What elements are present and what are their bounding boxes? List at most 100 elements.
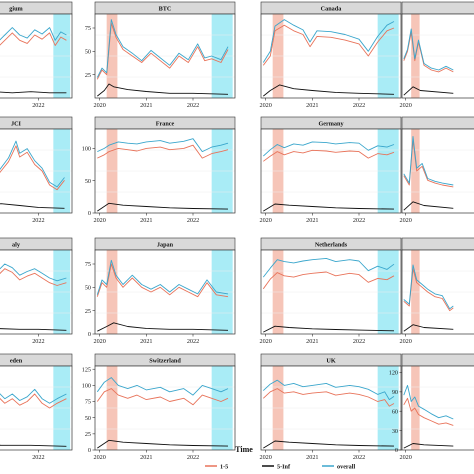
- x-tick-label: 2022: [187, 454, 199, 461]
- x-tick-label: 2022: [187, 217, 199, 224]
- y-tick-label: 50: [85, 415, 91, 422]
- series-line-1-5: [403, 397, 454, 426]
- legend: 1-5 5-Inf overall: [205, 464, 355, 471]
- series-line-5-inf: [403, 201, 454, 211]
- x-tick-label: 2020: [259, 102, 271, 109]
- series-line-overall: [0, 27, 67, 41]
- panel-header: [401, 237, 474, 251]
- series-line-1-5: [96, 263, 229, 298]
- series-line-5-inf: [0, 444, 67, 447]
- y-tick-label: 125: [82, 366, 91, 373]
- x-tick-label: 2020: [93, 217, 105, 224]
- panel-title: Germany: [318, 121, 344, 128]
- y-tick-label: 100: [82, 383, 91, 390]
- series-line-5-inf: [97, 202, 229, 212]
- x-tick-label: 2020: [93, 454, 105, 461]
- series-line-5-inf: [403, 443, 454, 449]
- y-tick-label: 25: [85, 72, 91, 79]
- panel-header: [401, 1, 474, 15]
- panel-unlabeled: 2020: [399, 1, 474, 109]
- x-tick-label: 2022: [32, 454, 44, 461]
- panel-canada: Canada 2020 2021 2022: [259, 1, 402, 109]
- x-tick-label: 2021: [140, 454, 152, 461]
- panel-title: Netherlands: [315, 242, 348, 249]
- panel-frame: [94, 13, 236, 99]
- panel-switzerland: Switzerland 2020 2021 2022 0 25 50 75 100 125: [82, 353, 236, 461]
- series-line-5-inf: [0, 328, 67, 331]
- series-line-5-inf: [263, 84, 395, 97]
- panel-title: BTC: [159, 6, 172, 13]
- panel-sweden: eden 2022: [0, 353, 73, 461]
- x-tick-label: 2020: [259, 217, 271, 224]
- x-tick-label: 2021: [306, 338, 318, 345]
- y-tick-label: 0: [88, 210, 91, 217]
- series-line-1-5: [263, 149, 395, 162]
- panel-frame: [401, 13, 474, 99]
- panel-unlabeled: 2020: [399, 237, 474, 345]
- panel-header: [401, 353, 474, 367]
- x-tick-label: 2021: [140, 338, 152, 345]
- panel-frame: [401, 365, 474, 451]
- x-tick-label: 2020: [259, 338, 271, 345]
- series-line-5-inf: [97, 439, 229, 449]
- x-tick-label: 2022: [353, 338, 365, 345]
- x-tick-label: 2021: [306, 102, 318, 109]
- panel-title: gium: [9, 6, 23, 13]
- y-tick-label: 0: [88, 331, 91, 338]
- panel-frame: [94, 365, 236, 451]
- panel-italy: aly 2022: [0, 237, 73, 345]
- series-line-overall: [262, 379, 395, 401]
- panel-frame: [94, 128, 236, 214]
- panel-frame: [0, 128, 73, 214]
- panel-title: France: [156, 121, 175, 128]
- x-axis-title: Time: [235, 445, 253, 454]
- x-tick-label: 2020: [399, 338, 411, 345]
- x-tick-label: 2022: [32, 217, 44, 224]
- panel-frame: [260, 249, 402, 335]
- series-line-1-5: [262, 24, 395, 66]
- series-line-overall: [97, 138, 229, 153]
- y-tick-label: 50: [85, 285, 91, 292]
- panel-title: aly: [12, 242, 21, 249]
- x-tick-label: 2020: [399, 454, 411, 461]
- series-line-5-inf: [0, 203, 65, 209]
- series-line-overall: [403, 264, 454, 310]
- x-tick-label: 2021: [140, 102, 152, 109]
- series-line-1-5: [262, 271, 395, 290]
- x-tick-label: 2022: [353, 102, 365, 109]
- panel-bci: JCI 2022: [0, 116, 73, 224]
- x-tick-label: 2021: [306, 217, 318, 224]
- y-tick-label: 50: [85, 178, 91, 185]
- y-tick-label: 30: [392, 428, 398, 435]
- panel-france: France 2020 2021 2022 0 50 100: [82, 116, 236, 224]
- panel-frame: [0, 13, 73, 99]
- x-tick-label: 2020: [259, 454, 271, 461]
- y-tick-label: 0: [395, 447, 398, 454]
- series-line-1-5: [0, 393, 67, 409]
- x-tick-label: 2020: [93, 102, 105, 109]
- x-tick-label: 2020: [399, 217, 411, 224]
- series-line-overall: [96, 259, 229, 295]
- series-line-overall: [96, 377, 229, 396]
- series-line-5-inf: [97, 83, 229, 97]
- series-line-overall: [262, 257, 395, 278]
- panel-unlabeled: 2020: [399, 116, 474, 224]
- series-line-overall: [262, 19, 395, 63]
- panel-header: [0, 237, 73, 251]
- panel-title: JCI: [11, 121, 22, 128]
- series-line-1-5: [0, 32, 67, 46]
- series-line-overall: [0, 388, 67, 404]
- series-line-overall: [262, 141, 395, 157]
- panel-uk: UK 2020 2021 2022: [259, 353, 402, 461]
- series-line-overall: [403, 136, 454, 186]
- x-tick-label: 2021: [140, 217, 152, 224]
- legend-label: 5-Inf: [277, 464, 291, 471]
- x-tick-label: 2022: [353, 217, 365, 224]
- series-line-5-inf: [403, 324, 454, 332]
- panel-frame: [260, 365, 402, 451]
- y-tick-label: 75: [85, 25, 91, 32]
- legend-label: overall: [337, 464, 355, 471]
- panel-title: Switzerland: [149, 358, 181, 365]
